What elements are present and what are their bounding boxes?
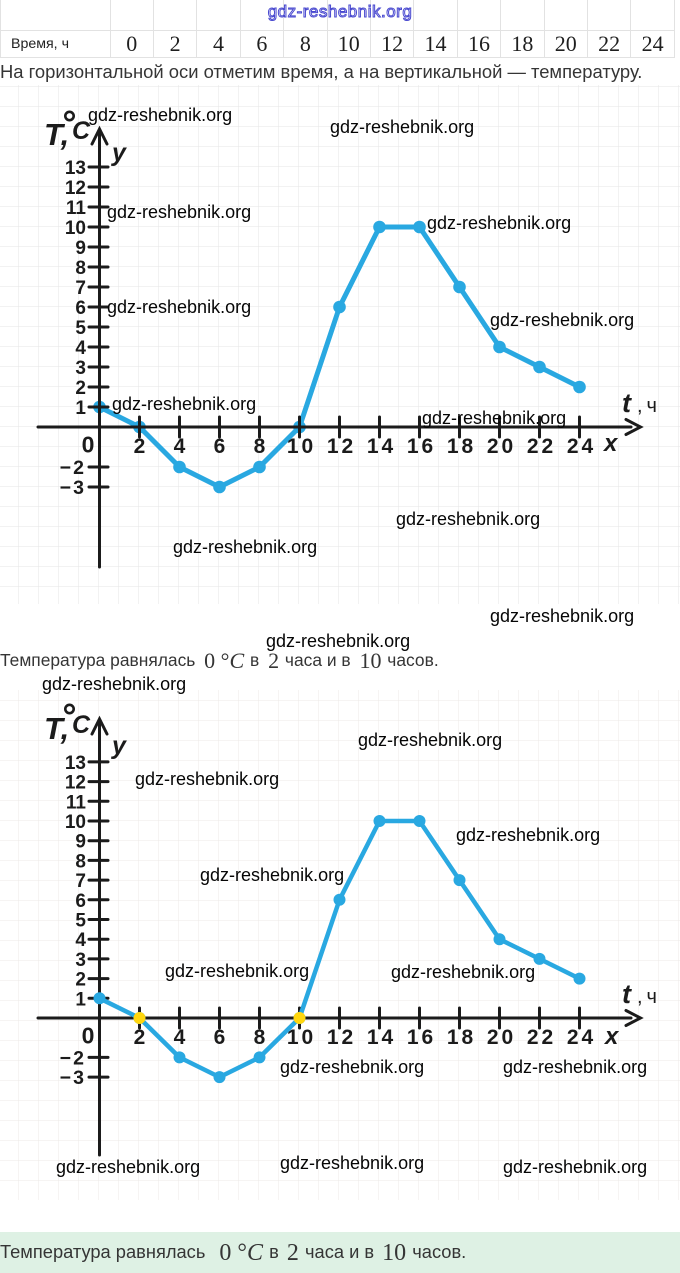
svg-text:gdz-reshebnik.org: gdz-reshebnik.org (456, 825, 600, 845)
svg-text:gdz-reshebnik.org: gdz-reshebnik.org (358, 730, 502, 750)
svg-text:C: C (72, 711, 91, 739)
svg-text:y: y (110, 732, 127, 760)
svg-text:gdz-reshebnik.org: gdz-reshebnik.org (107, 297, 251, 317)
svg-text:gdz-reshebnik.org: gdz-reshebnik.org (427, 213, 571, 233)
svg-text:0: 0 (82, 432, 95, 458)
svg-text:gdz-reshebnik.org: gdz-reshebnik.org (422, 408, 566, 428)
svg-text:gdz-reshebnik.org: gdz-reshebnik.org (330, 117, 474, 137)
svg-text:12: 12 (327, 1026, 356, 1049)
svg-text:9: 9 (75, 832, 86, 853)
svg-text:x: x (603, 1023, 620, 1050)
svg-text:14: 14 (367, 435, 396, 458)
svg-text:0: 0 (82, 1023, 95, 1049)
svg-text:gdz-reshebnik.org: gdz-reshebnik.org (88, 105, 232, 125)
svg-text:24: 24 (567, 1026, 596, 1049)
svg-text:5: 5 (75, 318, 86, 339)
svg-text:8: 8 (75, 851, 86, 872)
svg-text:7: 7 (75, 278, 86, 299)
svg-text:4: 4 (75, 930, 86, 951)
svg-text:12: 12 (65, 773, 86, 794)
svg-text:13: 13 (65, 753, 86, 774)
svg-text:gdz-reshebnik.org: gdz-reshebnik.org (503, 1157, 647, 1177)
svg-text:gdz-reshebnik.org: gdz-reshebnik.org (396, 509, 540, 529)
svg-text:9: 9 (75, 238, 86, 259)
svg-text:4: 4 (174, 435, 186, 458)
svg-text:gdz-reshebnik.org: gdz-reshebnik.org (56, 1157, 200, 1177)
svg-text:6: 6 (75, 891, 86, 912)
svg-text:8: 8 (75, 258, 86, 279)
svg-text:gdz-reshebnik.org: gdz-reshebnik.org (112, 394, 256, 414)
svg-text:1: 1 (75, 989, 86, 1010)
svg-text:12: 12 (327, 435, 356, 458)
svg-text:−3: −3 (60, 477, 86, 499)
svg-text:7: 7 (75, 871, 86, 892)
svg-text:T,: T, (44, 117, 69, 152)
svg-text:2: 2 (75, 378, 86, 399)
svg-text:10: 10 (65, 218, 86, 239)
svg-text:12: 12 (65, 178, 86, 199)
svg-text:3: 3 (75, 950, 86, 971)
svg-text:t: t (622, 979, 632, 1009)
svg-text:18: 18 (447, 435, 476, 458)
svg-text:24: 24 (567, 435, 596, 458)
svg-text:6: 6 (214, 1026, 226, 1049)
svg-text:10: 10 (287, 1026, 316, 1049)
svg-text:gdz-reshebnik.org: gdz-reshebnik.org (503, 1057, 647, 1077)
svg-text:8: 8 (254, 435, 266, 458)
svg-text:, ч: , ч (637, 395, 657, 417)
svg-text:gdz-reshebnik.org: gdz-reshebnik.org (280, 1153, 424, 1173)
svg-text:y: y (110, 139, 127, 167)
svg-text:11: 11 (66, 198, 87, 219)
svg-text:−2: −2 (60, 1047, 86, 1069)
svg-text:gdz-reshebnik.org: gdz-reshebnik.org (107, 202, 251, 222)
svg-text:−2: −2 (60, 457, 86, 479)
svg-text:6: 6 (214, 435, 226, 458)
svg-text:gdz-reshebnik.org: gdz-reshebnik.org (280, 1057, 424, 1077)
svg-text:T,: T, (44, 711, 69, 746)
svg-text:4: 4 (75, 338, 86, 359)
svg-text:2: 2 (134, 1026, 146, 1049)
svg-text:22: 22 (527, 435, 556, 458)
svg-text:20: 20 (487, 435, 516, 458)
svg-text:gdz-reshebnik.org: gdz-reshebnik.org (490, 310, 634, 330)
svg-text:−3: −3 (60, 1067, 86, 1089)
svg-text:10: 10 (65, 812, 86, 833)
svg-text:gdz-reshebnik.org: gdz-reshebnik.org (165, 961, 309, 981)
svg-text:5: 5 (75, 911, 86, 932)
svg-text:13: 13 (65, 158, 86, 179)
svg-text:C: C (72, 117, 91, 145)
svg-text:x: x (602, 430, 619, 457)
svg-text:16: 16 (407, 1026, 436, 1049)
svg-text:10: 10 (287, 435, 316, 458)
svg-text:t: t (622, 388, 632, 418)
svg-text:gdz-reshebnik.org: gdz-reshebnik.org (391, 962, 535, 982)
svg-text:16: 16 (407, 435, 436, 458)
svg-text:, ч: , ч (637, 986, 657, 1008)
svg-text:1: 1 (75, 398, 86, 419)
svg-text:gdz-reshebnik.org: gdz-reshebnik.org (135, 769, 279, 789)
svg-text:11: 11 (66, 792, 87, 813)
svg-text:8: 8 (254, 1026, 266, 1049)
svg-text:22: 22 (527, 1026, 556, 1049)
svg-text:gdz-reshebnik.org: gdz-reshebnik.org (173, 537, 317, 557)
svg-text:2: 2 (134, 435, 146, 458)
svg-text:14: 14 (367, 1026, 396, 1049)
svg-text:18: 18 (447, 1026, 476, 1049)
svg-text:3: 3 (75, 358, 86, 379)
svg-text:4: 4 (174, 1026, 186, 1049)
svg-text:2: 2 (75, 970, 86, 991)
svg-text:20: 20 (487, 1026, 516, 1049)
svg-text:gdz-reshebnik.org: gdz-reshebnik.org (200, 865, 344, 885)
svg-text:6: 6 (75, 298, 86, 319)
